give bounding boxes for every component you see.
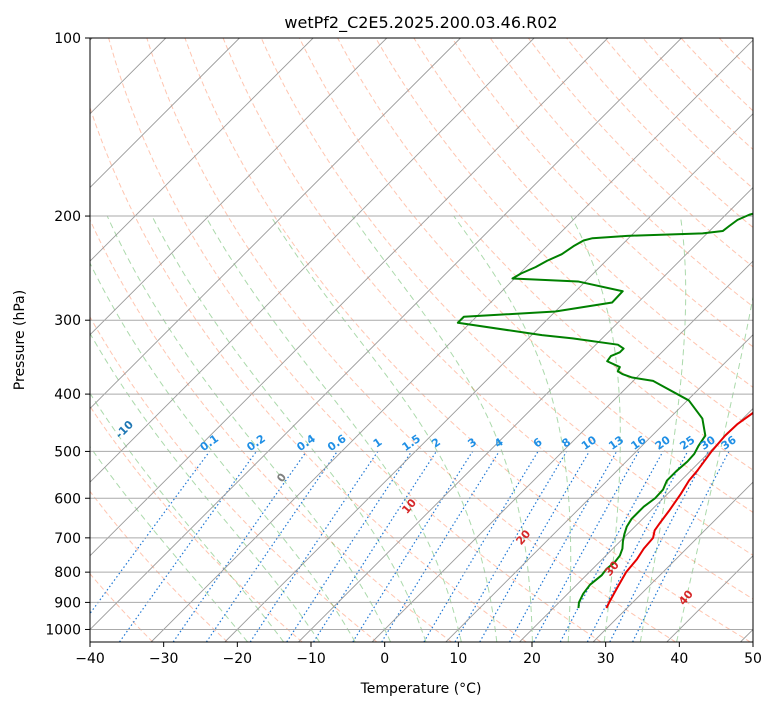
moist-adiabat bbox=[270, 215, 498, 642]
mixing-ratio-line bbox=[533, 451, 640, 642]
y-axis: 100 200 300 400 500 600 700 800 900 1000 bbox=[45, 31, 90, 638]
y-tick-label: 500 bbox=[54, 444, 81, 460]
dry-adiabat bbox=[90, 315, 378, 642]
isotherm bbox=[90, 38, 314, 262]
isotherm bbox=[371, 260, 753, 642]
chart-title: wetPf2_C2E5.2025.200.03.46.R02 bbox=[284, 13, 557, 33]
moist-adiabat bbox=[90, 445, 249, 642]
dry-adiabat bbox=[260, 38, 753, 556]
mixing-ratio-line bbox=[632, 451, 730, 642]
moist-adiabat bbox=[351, 215, 533, 642]
y-tick-label: 700 bbox=[54, 531, 81, 547]
x-tick-label: −40 bbox=[75, 651, 105, 667]
mixing-ratio-line bbox=[90, 451, 211, 615]
moist-adiabat bbox=[204, 215, 462, 642]
x-tick-label: 0 bbox=[380, 651, 389, 667]
mixing-ratio-line bbox=[205, 451, 338, 642]
isotherm bbox=[90, 38, 240, 189]
moist-adiabat bbox=[90, 262, 356, 642]
moist-adiabat bbox=[639, 215, 687, 642]
dewpoint-line bbox=[456, 212, 753, 609]
mixing-ratio-line bbox=[559, 451, 664, 642]
y-axis-label: Pressure (hPa) bbox=[12, 290, 28, 390]
dry-adiabat bbox=[90, 490, 228, 642]
series-group bbox=[456, 212, 753, 609]
dry-adiabat bbox=[90, 405, 303, 642]
x-tick-label: −20 bbox=[223, 651, 253, 667]
moist-adiabat bbox=[106, 215, 392, 642]
isotherm bbox=[445, 334, 753, 642]
moist-adiabat bbox=[453, 215, 572, 642]
mixing-ratio-line bbox=[286, 451, 413, 642]
mixing-ratio-line bbox=[172, 451, 307, 642]
isotherm bbox=[90, 38, 461, 410]
moist-adiabat bbox=[90, 392, 285, 642]
x-tick-label: −10 bbox=[296, 651, 326, 667]
dry-adiabat bbox=[337, 38, 753, 471]
isotherm bbox=[90, 38, 535, 483]
dry-adiabat bbox=[413, 38, 753, 388]
mixing-ratio-line bbox=[249, 451, 379, 642]
dry-adiabat bbox=[90, 218, 452, 642]
x-tick-label: −30 bbox=[149, 651, 179, 667]
isotherm bbox=[298, 186, 753, 642]
y-tick-label: 900 bbox=[54, 595, 81, 611]
x-tick-label: 10 bbox=[449, 651, 467, 667]
y-tick-label: 800 bbox=[54, 565, 81, 581]
mixing-ratio-line bbox=[509, 451, 618, 642]
mixing-ratio-line bbox=[381, 451, 500, 642]
y-tick-label: 200 bbox=[54, 209, 81, 225]
mixing-ratio-line bbox=[609, 451, 709, 642]
isotherm bbox=[519, 407, 753, 642]
isotherm bbox=[90, 38, 609, 557]
isotherm bbox=[90, 38, 682, 631]
isotherm bbox=[90, 38, 388, 336]
temperature-line bbox=[605, 411, 753, 609]
isotherm bbox=[150, 39, 753, 642]
moist-adiabat bbox=[570, 215, 621, 642]
x-tick-label: 20 bbox=[523, 651, 541, 667]
y-tick-label: 100 bbox=[54, 31, 81, 47]
x-tick-label: 30 bbox=[597, 651, 615, 667]
x-tick-label: 50 bbox=[744, 651, 762, 667]
isotherm bbox=[592, 481, 753, 642]
mixing-ratio-line bbox=[313, 451, 437, 642]
x-axis-label: Temperature (°C) bbox=[360, 681, 482, 697]
dry-adiabat bbox=[90, 106, 527, 642]
dry-adiabat bbox=[90, 573, 154, 642]
y-tick-label: 600 bbox=[54, 491, 81, 507]
moist-adiabat bbox=[676, 294, 753, 642]
y-tick-label: 1000 bbox=[45, 622, 81, 638]
plot-frame bbox=[89, 37, 754, 643]
dry-adiabat bbox=[222, 38, 753, 600]
grid bbox=[90, 38, 753, 642]
dry-adiabat bbox=[489, 38, 753, 308]
moist-adiabat bbox=[151, 215, 427, 642]
y-tick-label: 300 bbox=[54, 313, 81, 329]
dry-adiabat bbox=[108, 38, 602, 642]
x-axis: −40 −30 −20 −10 0 10 20 30 40 50 bbox=[75, 642, 762, 667]
isotherm bbox=[224, 113, 753, 642]
background-lines bbox=[90, 38, 753, 642]
y-tick-label: 400 bbox=[54, 387, 81, 403]
dry-adiabat bbox=[184, 38, 751, 642]
x-tick-label: 40 bbox=[670, 651, 688, 667]
moist-adiabat bbox=[90, 332, 320, 642]
dry-adiabat bbox=[146, 38, 676, 642]
